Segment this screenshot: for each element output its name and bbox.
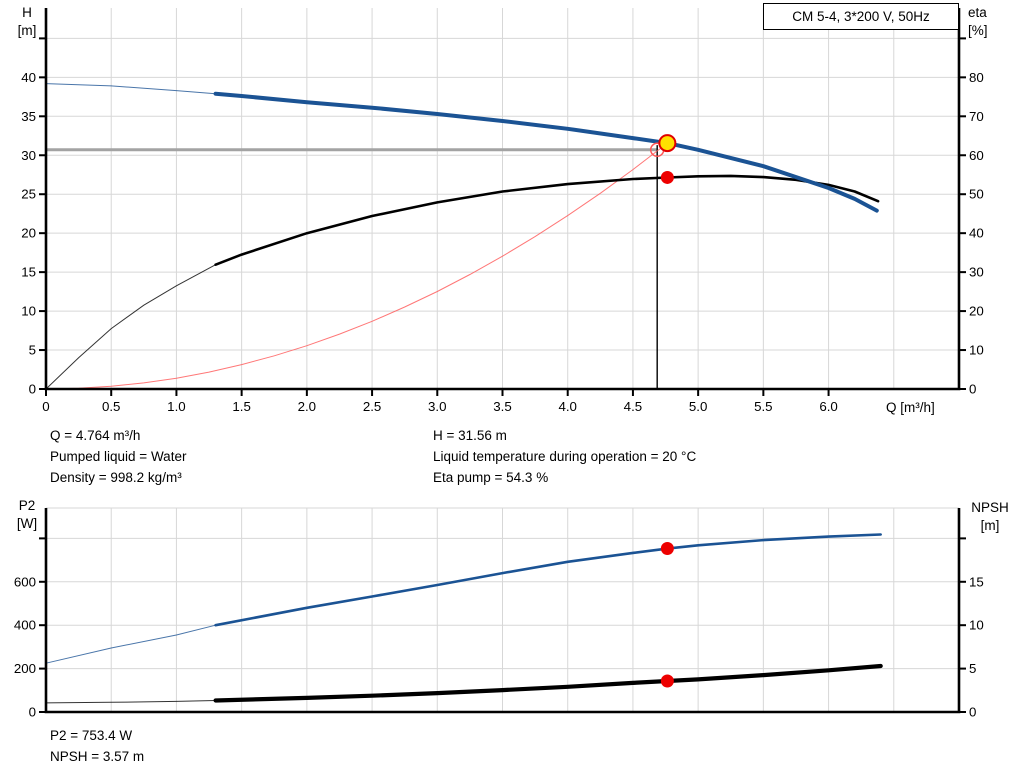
right-tick-label: 5 <box>969 661 976 676</box>
left-tick-label: 30 <box>21 148 36 163</box>
left-tick-label: 35 <box>21 109 36 124</box>
annotation-p2: P2 = 753.4 W <box>50 728 133 743</box>
npsh-axis-unit: [m] <box>980 518 1000 533</box>
annotation-temperature: Liquid temperature during operation = 20… <box>433 449 697 464</box>
tick-labels: 0 5 10 15 20 25 30 35 40 0 10 20 30 40 50 60 70 80 0 0.5 1.0… <box>21 70 984 414</box>
left-tick-label: 20 <box>21 226 36 241</box>
x-tick-label: 5.5 <box>754 399 773 414</box>
pump-head-curve-thin <box>45 83 216 95</box>
pump-model-badge: CM 5-4, 3*200 V, 50Hz <box>763 3 959 30</box>
eta-point-marker <box>660 170 674 184</box>
p2-point-marker <box>660 541 674 555</box>
power-axis-title: P2 [W] <box>8 497 46 533</box>
head-axis-unit: [m] <box>17 23 37 38</box>
system-curve-thin <box>45 142 668 390</box>
left-tick-label: 15 <box>21 265 36 280</box>
annotation-eta-pump: Eta pump = 54.3 % <box>433 470 549 485</box>
power-axis-label: P2 <box>18 498 36 513</box>
x-tick-label: 0.5 <box>102 399 121 414</box>
left-tick-label: 400 <box>14 618 36 633</box>
right-tick-label: 80 <box>969 70 984 85</box>
annotation-npsh: NPSH = 3.57 m <box>50 749 145 764</box>
pump-head-curve <box>213 91 879 213</box>
left-tick-label: 600 <box>14 574 36 589</box>
tick-marks <box>39 537 966 713</box>
right-tick-label: 60 <box>969 148 984 163</box>
right-tick-label: 10 <box>969 618 984 633</box>
left-tick-label: 25 <box>21 187 36 202</box>
left-tick-label: 5 <box>29 343 36 358</box>
right-tick-label: 0 <box>969 705 976 720</box>
npsh-point-marker <box>660 674 674 688</box>
right-tick-label: 30 <box>969 265 984 280</box>
annotation-density: Density = 998.2 kg/m³ <box>50 470 182 485</box>
tick-labels: 0 200 400 600 0 5 10 15 <box>14 574 984 719</box>
x-tick-label: 4.5 <box>624 399 643 414</box>
right-tick-label: 70 <box>969 109 984 124</box>
left-tick-label: 40 <box>21 70 36 85</box>
annotation-head: H = 31.56 m <box>433 428 507 443</box>
x-tick-label: 5.0 <box>689 399 708 414</box>
efficiency-curve-thin <box>45 264 216 390</box>
npsh-axis-title: NPSH [m] <box>962 499 1018 535</box>
npsh-axis-label: NPSH <box>971 500 1009 515</box>
flow-axis-title: Q [m³/h] <box>886 400 935 415</box>
x-tick-label: 1.0 <box>167 399 186 414</box>
x-tick-label: 6.0 <box>819 399 838 414</box>
x-tick-label: 4.0 <box>558 399 577 414</box>
annotation-pumped-liquid: Pumped liquid = Water <box>50 449 187 464</box>
gridlines <box>46 507 959 712</box>
left-tick-label: 10 <box>21 304 36 319</box>
x-tick-label: 3.0 <box>428 399 447 414</box>
eta-axis-label: eta <box>968 5 987 20</box>
x-tick-label: 3.5 <box>493 399 512 414</box>
left-tick-label: 200 <box>14 661 36 676</box>
power-axis-unit: [W] <box>16 516 38 531</box>
right-tick-label: 10 <box>969 343 984 358</box>
duty-point-marker <box>658 134 677 153</box>
head-axis-title: H [m] <box>8 4 46 40</box>
right-tick-label: 15 <box>969 574 984 589</box>
tick-marks <box>39 37 966 396</box>
left-tick-label: 0 <box>29 705 36 720</box>
power-curve-thin <box>45 624 216 664</box>
npsh-curve-thin <box>45 700 216 704</box>
eta-axis-title: eta [%] <box>968 4 1008 40</box>
x-tick-label: 0 <box>42 399 49 414</box>
eta-axis-unit: [%] <box>968 23 988 38</box>
right-tick-label: 0 <box>969 382 976 397</box>
right-tick-label: 20 <box>969 304 984 319</box>
head-axis-label: H <box>22 5 32 20</box>
left-tick-label: 0 <box>29 382 36 397</box>
power-curve <box>214 533 883 627</box>
annotation-flow: Q = 4.764 m³/h <box>50 428 141 443</box>
power-npsh-chart: 0 200 400 600 0 5 10 15 <box>14 507 984 720</box>
x-tick-label: 2.5 <box>363 399 382 414</box>
npsh-curve <box>213 663 883 703</box>
x-tick-label: 2.0 <box>298 399 317 414</box>
gridlines <box>46 8 959 389</box>
axes <box>44 508 961 714</box>
efficiency-curve <box>214 174 880 267</box>
right-tick-label: 40 <box>969 226 984 241</box>
head-chart: 0 5 10 15 20 25 30 35 40 0 10 20 30 40 50 60 70 80 0 0.5 1.0… <box>21 8 984 414</box>
x-tick-label: 1.5 <box>232 399 251 414</box>
right-tick-label: 50 <box>969 187 984 202</box>
